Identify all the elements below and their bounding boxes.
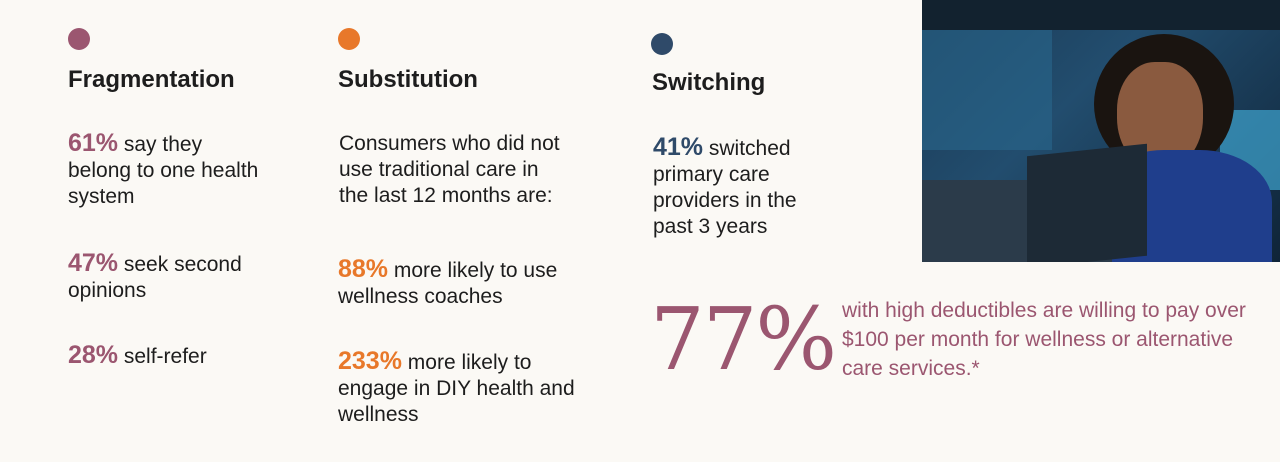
stat-number: 233% <box>338 347 402 375</box>
substitution-heading: Substitution <box>338 66 478 93</box>
callout-big-number: 77% <box>650 290 837 390</box>
photo-ceiling <box>922 0 1280 30</box>
stat-text: more likely to use wellness coaches <box>338 259 558 308</box>
fragmentation-stat-3: 28% self-refer <box>68 342 288 370</box>
stat-text: self-refer <box>118 345 207 368</box>
stat-text: switched primary care providers in the p… <box>653 137 797 238</box>
stat-text: more likely to engage in DIY health and … <box>338 351 575 426</box>
substitution-stat-2: 233% more likely to engage in DIY health… <box>338 348 578 428</box>
callout-text: with high deductibles are willing to pay… <box>842 299 1246 380</box>
substitution-intro: Consumers who did not use traditional ca… <box>339 132 560 207</box>
stat-number: 47% <box>68 249 119 277</box>
stat-text: say they belong to one health system <box>68 133 259 208</box>
substitution-dot <box>338 28 360 50</box>
stat-number: 61% <box>68 129 119 157</box>
photo-monitor-glare <box>922 30 1052 150</box>
fragmentation-stat-1: 61% say they belong to one health system <box>68 130 268 210</box>
switching-dot <box>651 33 673 55</box>
stat-number: 41% <box>653 133 704 161</box>
stat-number: 28% <box>68 341 119 369</box>
fragmentation-stat-2: 47% seek second opinions <box>68 250 258 304</box>
photo-foreground-monitor <box>1027 143 1147 262</box>
fragmentation-heading: Fragmentation <box>68 66 235 93</box>
woman-at-monitor-photo <box>922 0 1280 262</box>
fragmentation-dot <box>68 28 90 50</box>
switching-stat-1: 41% switched primary care providers in t… <box>653 134 833 240</box>
substitution-stat-1: 88% more likely to use wellness coaches <box>338 256 578 310</box>
switching-heading: Switching <box>652 69 766 96</box>
stat-text: seek second opinions <box>68 253 242 302</box>
stat-number: 88% <box>338 255 389 283</box>
